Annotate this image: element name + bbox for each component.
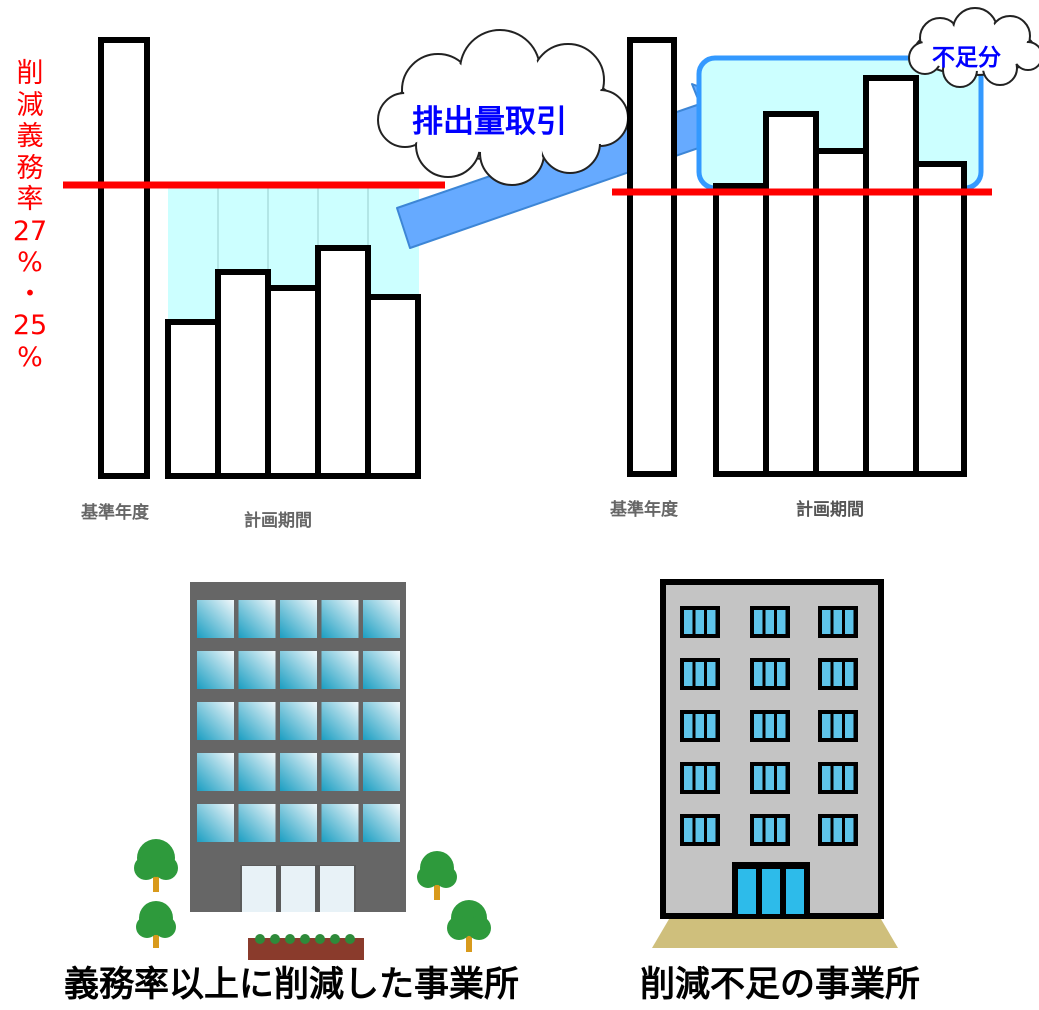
window	[750, 710, 790, 742]
left-building-illustration	[134, 582, 491, 960]
window	[321, 753, 359, 791]
reduction-obligation-rate-label: 削減義務率 27 % ・ 25 %	[12, 58, 48, 373]
left-plan-bar-1	[165, 319, 221, 479]
window	[321, 651, 359, 689]
right-plan-bar-5	[913, 161, 967, 477]
left-plan-bar-5	[365, 294, 421, 479]
right-building-illustration	[652, 579, 898, 948]
tree-icon	[134, 839, 178, 892]
window	[363, 804, 400, 842]
window	[280, 600, 317, 638]
window	[321, 804, 359, 842]
right-plan-bar-4	[863, 75, 919, 477]
left-plan-bar-2	[215, 269, 271, 479]
window	[363, 651, 400, 689]
window	[750, 762, 790, 794]
window	[363, 702, 400, 740]
right-building-windows	[680, 606, 858, 846]
left-surplus-chart	[63, 37, 445, 479]
window	[238, 753, 276, 791]
window	[818, 762, 858, 794]
window	[680, 606, 720, 638]
window	[363, 600, 400, 638]
shortfall-cloud-fill	[911, 10, 1039, 85]
right-plan-bar-3	[813, 148, 869, 477]
tree-icon	[136, 901, 176, 948]
right-plan-bar-2	[763, 111, 819, 477]
window	[321, 600, 359, 638]
window	[680, 658, 720, 690]
right-base-year-bar	[627, 37, 677, 477]
window	[197, 804, 234, 842]
left-facility-caption: 義務率以上に削減した事業所	[64, 965, 520, 1005]
window	[750, 606, 790, 638]
left-base-year-label: 基準年度	[81, 503, 149, 523]
right-base-year-label: 基準年度	[610, 500, 678, 520]
window	[280, 753, 317, 791]
flower-bed	[248, 934, 364, 960]
window	[818, 710, 858, 742]
window	[818, 606, 858, 638]
right-facility-caption: 削減不足の事業所	[640, 965, 921, 1005]
window	[280, 804, 317, 842]
left-base-year-bar	[98, 37, 150, 479]
tree-icon	[447, 900, 491, 952]
tree-icon	[417, 851, 457, 900]
window	[750, 814, 790, 846]
left-plan-bar-3	[265, 285, 321, 479]
left-plan-period-label: 計画期間	[244, 511, 312, 531]
right-building-ground	[652, 914, 898, 948]
window	[197, 753, 234, 791]
left-plan-bar-4	[315, 245, 371, 479]
left-building-entrance	[240, 865, 356, 912]
right-plan-period-label: 計画期間	[796, 500, 864, 520]
window	[321, 702, 359, 740]
trading-cloud-fill	[380, 32, 626, 183]
window	[197, 600, 234, 638]
right-building-entrance	[732, 862, 810, 914]
shortfall-label: 不足分	[932, 45, 1001, 71]
window	[818, 658, 858, 690]
right-shortfall-chart	[612, 37, 992, 477]
window	[680, 710, 720, 742]
window	[280, 651, 317, 689]
window	[680, 814, 720, 846]
window	[238, 651, 276, 689]
emissions-trading-label: 排出量取引	[412, 104, 567, 140]
right-plan-bar-1	[713, 183, 769, 477]
window	[680, 762, 720, 794]
window	[363, 753, 400, 791]
window	[238, 804, 276, 842]
window	[818, 814, 858, 846]
window	[238, 600, 276, 638]
window	[197, 702, 234, 740]
window	[750, 658, 790, 690]
window	[280, 702, 317, 740]
window	[238, 702, 276, 740]
window	[197, 651, 234, 689]
left-building-windows	[197, 600, 400, 842]
